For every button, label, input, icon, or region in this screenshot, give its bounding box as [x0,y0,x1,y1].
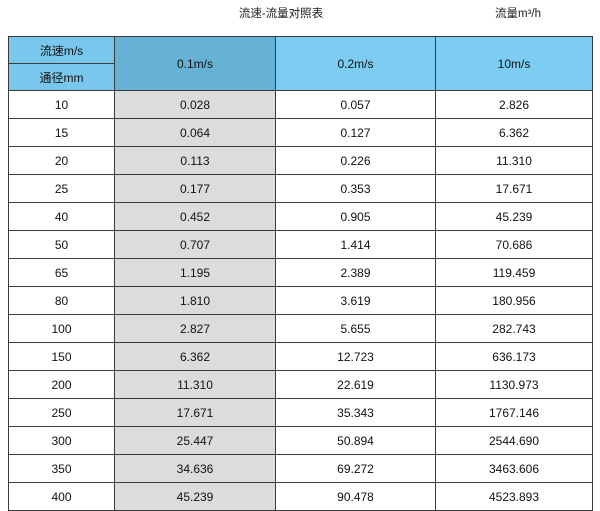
cell-flow-01: 0.064 [114,118,276,147]
cell-diameter: 40 [8,202,115,231]
cell-diameter: 200 [8,370,115,399]
table-row: 350 34.636 69.272 3463.606 [8,454,593,483]
cell-flow-10: 119.459 [435,258,593,287]
table-row: 250 17.671 35.343 1767.146 [8,398,593,427]
cell-flow-01: 0.707 [114,230,276,259]
cell-flow-02: 22.619 [275,370,436,399]
page-title: 流速-流量对照表 [238,8,324,20]
flow-velocity-table: 流速m/s 0.1m/s 0.2m/s 10m/s 通径mm 10 0.028 … [8,36,593,511]
table-row: 50 0.707 1.414 70.686 [8,230,593,259]
table-body: 流速m/s 0.1m/s 0.2m/s 10m/s 通径mm 10 0.028 … [8,36,593,511]
cell-flow-02: 35.343 [275,398,436,427]
table-row: 15 0.064 0.127 6.362 [8,118,593,147]
cell-flow-02: 50.894 [275,426,436,455]
cell-flow-01: 17.671 [114,398,276,427]
cell-diameter: 80 [8,286,115,315]
cell-flow-10: 70.686 [435,230,593,259]
cell-flow-10: 3463.606 [435,454,593,483]
table-row: 10 0.028 0.057 2.826 [8,90,593,119]
cell-diameter: 50 [8,230,115,259]
cell-flow-02: 5.655 [275,314,436,343]
cell-flow-10: 180.956 [435,286,593,315]
header-row-bottom: 通径mm [8,63,593,91]
cell-flow-01: 0.113 [114,146,276,175]
table-container: 流速m/s 0.1m/s 0.2m/s 10m/s 通径mm 10 0.028 … [8,36,593,511]
column-header-2: 10m/s [435,36,593,91]
cell-flow-10: 1767.146 [435,398,593,427]
cell-flow-10: 636.173 [435,342,593,371]
cell-flow-01: 0.452 [114,202,276,231]
cell-flow-02: 2.389 [275,258,436,287]
cell-diameter: 20 [8,146,115,175]
cell-flow-10: 17.671 [435,174,593,203]
cell-flow-02: 69.272 [275,454,436,483]
cell-flow-02: 0.127 [275,118,436,147]
titles-row: 流速-流量对照表 流量m³/h [0,0,600,36]
cell-flow-10: 6.362 [435,118,593,147]
cell-flow-10: 2.826 [435,90,593,119]
cell-flow-02: 0.057 [275,90,436,119]
cell-flow-02: 1.414 [275,230,436,259]
cell-diameter: 150 [8,342,115,371]
cell-flow-02: 0.353 [275,174,436,203]
cell-diameter: 300 [8,426,115,455]
table-row: 100 2.827 5.655 282.743 [8,314,593,343]
flow-unit-label: 流量m³/h [495,8,541,20]
cell-diameter: 65 [8,258,115,287]
cell-flow-01: 25.447 [114,426,276,455]
cell-flow-01: 45.239 [114,482,276,511]
cell-flow-01: 0.177 [114,174,276,203]
column-header-1: 0.2m/s [275,36,436,91]
cell-flow-10: 1130.973 [435,370,593,399]
cell-flow-02: 0.226 [275,146,436,175]
cell-diameter: 25 [8,174,115,203]
cell-diameter: 15 [8,118,115,147]
table-row: 400 45.239 90.478 4523.893 [8,482,593,511]
cell-flow-10: 45.239 [435,202,593,231]
cell-flow-02: 3.619 [275,286,436,315]
corner-header-velocity-label: 流速m/s [8,36,115,64]
cell-flow-01: 1.195 [114,258,276,287]
cell-flow-01: 11.310 [114,370,276,399]
cell-flow-10: 282.743 [435,314,593,343]
cell-flow-02: 90.478 [275,482,436,511]
table-row: 65 1.195 2.389 119.459 [8,258,593,287]
column-header-0: 0.1m/s [114,36,276,91]
cell-flow-10: 4523.893 [435,482,593,511]
table-row: 40 0.452 0.905 45.239 [8,202,593,231]
table-row: 300 25.447 50.894 2544.690 [8,426,593,455]
cell-flow-10: 11.310 [435,146,593,175]
cell-diameter: 350 [8,454,115,483]
corner-header-diameter-label: 通径mm [8,63,115,91]
table-row: 20 0.113 0.226 11.310 [8,146,593,175]
cell-flow-02: 0.905 [275,202,436,231]
cell-flow-01: 0.028 [114,90,276,119]
cell-diameter: 100 [8,314,115,343]
table-row: 150 6.362 12.723 636.173 [8,342,593,371]
table-row: 25 0.177 0.353 17.671 [8,174,593,203]
table-row: 200 11.310 22.619 1130.973 [8,370,593,399]
cell-diameter: 10 [8,90,115,119]
cell-flow-01: 34.636 [114,454,276,483]
cell-flow-02: 12.723 [275,342,436,371]
cell-flow-01: 1.810 [114,286,276,315]
table-row: 80 1.810 3.619 180.956 [8,286,593,315]
header-row-top: 流速m/s 0.1m/s 0.2m/s 10m/s [8,36,593,91]
cell-flow-01: 2.827 [114,314,276,343]
cell-diameter: 400 [8,482,115,511]
cell-flow-01: 6.362 [114,342,276,371]
cell-diameter: 250 [8,398,115,427]
cell-flow-10: 2544.690 [435,426,593,455]
